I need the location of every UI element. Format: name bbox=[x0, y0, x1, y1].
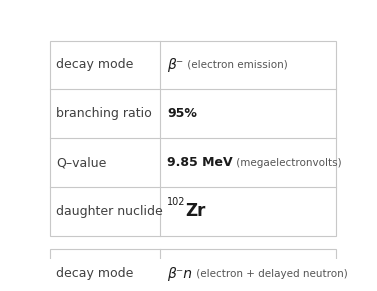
Text: β⁻: β⁻ bbox=[167, 58, 183, 72]
Text: 95%: 95% bbox=[167, 107, 197, 120]
Text: decay mode: decay mode bbox=[56, 267, 133, 280]
FancyBboxPatch shape bbox=[50, 40, 336, 236]
Text: (megaelectronvolts): (megaelectronvolts) bbox=[233, 158, 342, 168]
Text: (electron + delayed neutron): (electron + delayed neutron) bbox=[193, 269, 348, 279]
Text: 9.85 MeV: 9.85 MeV bbox=[167, 156, 233, 169]
Text: daughter nuclide: daughter nuclide bbox=[56, 205, 162, 218]
Text: β⁻n: β⁻n bbox=[167, 267, 192, 281]
Text: (electron emission): (electron emission) bbox=[184, 60, 288, 70]
Text: branching ratio: branching ratio bbox=[56, 107, 152, 120]
Text: decay mode: decay mode bbox=[56, 58, 133, 72]
Text: 102: 102 bbox=[167, 197, 185, 207]
Text: Zr: Zr bbox=[185, 203, 206, 221]
Text: Q–value: Q–value bbox=[56, 156, 106, 169]
FancyBboxPatch shape bbox=[50, 249, 336, 291]
